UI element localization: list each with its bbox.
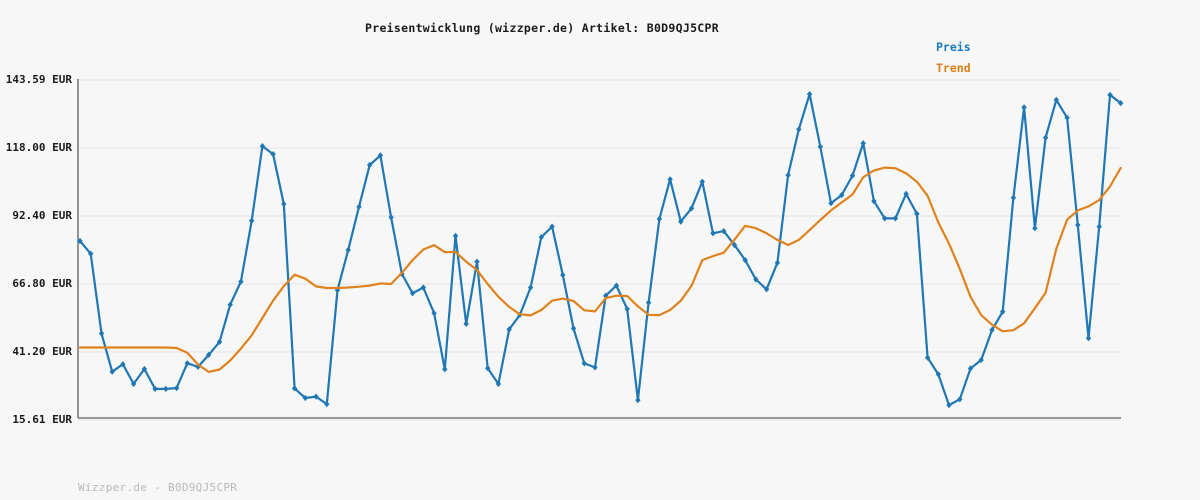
price-point-markers xyxy=(77,91,1124,409)
legend-item-trend: Trend xyxy=(936,61,971,75)
price-line xyxy=(78,92,1122,407)
y-axis-tick-label: 66.80 EUR xyxy=(12,277,72,290)
y-axis-tick-label: 41.20 EUR xyxy=(12,345,72,359)
y-axis-tick-label: 143.59 EUR xyxy=(5,73,72,86)
y-axis-tick-label: 118.00 EUR xyxy=(5,140,72,154)
legend-item-preis: Preis xyxy=(936,40,971,54)
y-axis-tick-label: 15.61 EUR xyxy=(12,413,72,426)
chart-title: Preisentwicklung (wizzper.de) Artikel: B… xyxy=(365,21,719,35)
y-axis-tick-label: 92.40 EUR xyxy=(12,208,72,222)
trend-line xyxy=(78,166,1122,373)
footer-watermark: Wizzper.de - B0D9QJ5CPR xyxy=(78,481,238,494)
